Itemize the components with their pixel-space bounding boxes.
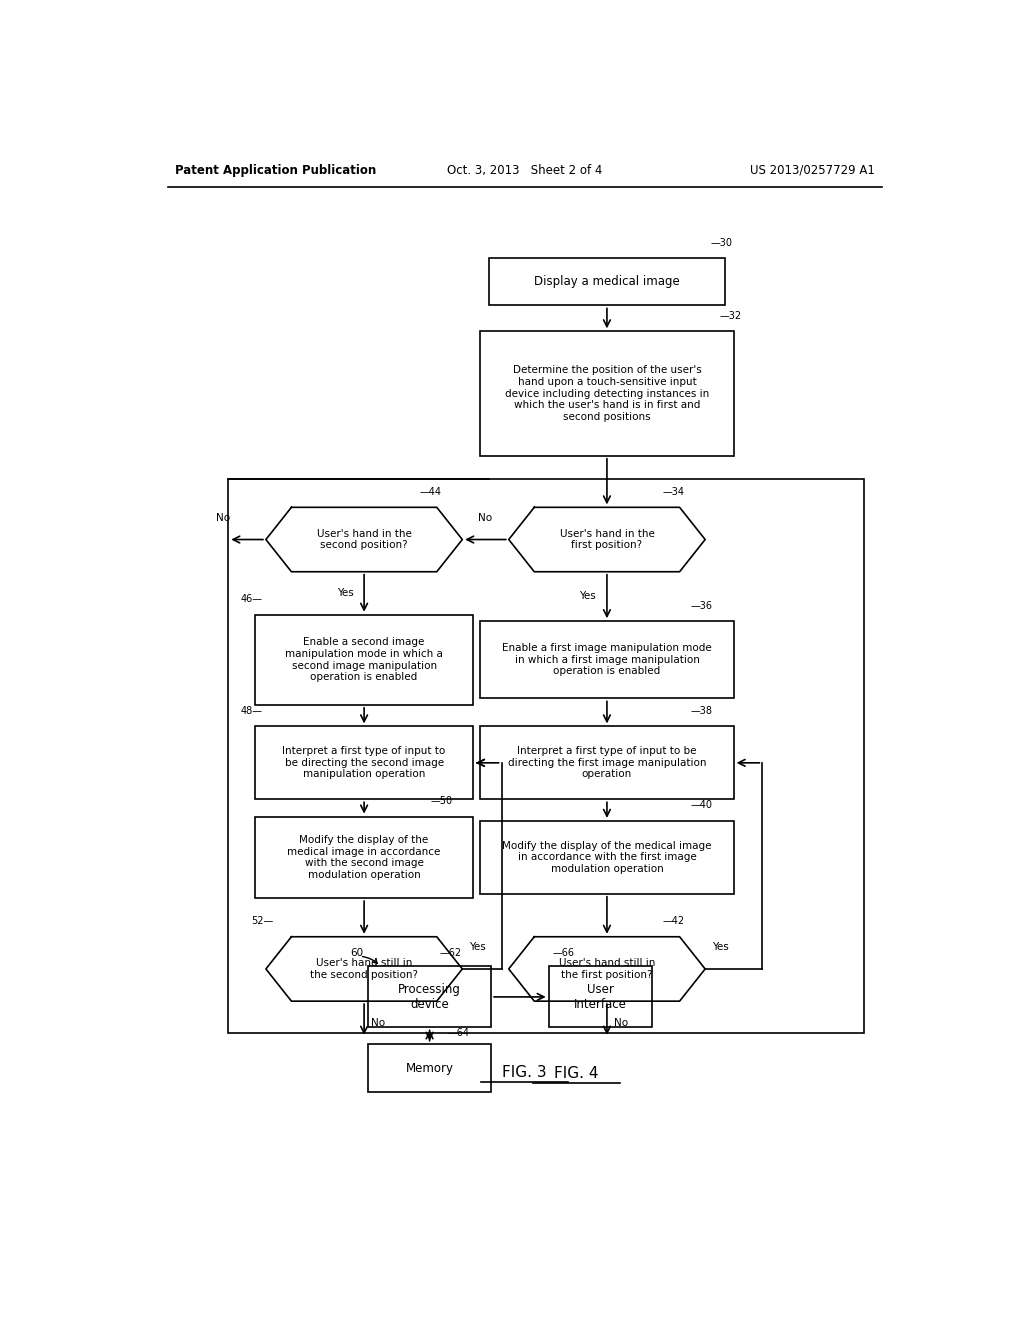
Bar xyxy=(489,259,725,305)
Text: —36: —36 xyxy=(691,601,713,611)
Text: User
Interface: User Interface xyxy=(573,983,627,1011)
Text: 46—: 46— xyxy=(241,594,262,605)
Text: —32: —32 xyxy=(720,310,741,321)
Text: FIG. 3: FIG. 3 xyxy=(503,1064,547,1080)
Bar xyxy=(255,817,473,898)
Text: —50: —50 xyxy=(430,796,453,807)
Bar xyxy=(368,966,492,1027)
Text: Display a medical image: Display a medical image xyxy=(535,276,680,288)
Text: Modify the display of the medical image
in accordance with the first image
modul: Modify the display of the medical image … xyxy=(502,841,712,874)
Text: Processing
device: Processing device xyxy=(398,983,461,1011)
Text: Yes: Yes xyxy=(337,589,353,598)
Text: —42: —42 xyxy=(663,916,684,927)
Text: Yes: Yes xyxy=(469,942,486,953)
Text: No: No xyxy=(478,513,493,523)
Text: Yes: Yes xyxy=(713,942,729,953)
Polygon shape xyxy=(509,937,706,1001)
Bar xyxy=(255,726,473,800)
Bar xyxy=(255,615,473,705)
Text: Enable a first image manipulation mode
in which a first image manipulation
opera: Enable a first image manipulation mode i… xyxy=(502,643,712,676)
Bar xyxy=(480,726,734,800)
Text: No: No xyxy=(216,513,230,523)
Polygon shape xyxy=(266,937,462,1001)
Text: Oct. 3, 2013   Sheet 2 of 4: Oct. 3, 2013 Sheet 2 of 4 xyxy=(447,164,602,177)
Text: —62: —62 xyxy=(439,948,462,958)
Text: —40: —40 xyxy=(691,800,713,810)
Text: Modify the display of the
medical image in accordance
with the second image
modu: Modify the display of the medical image … xyxy=(288,836,440,879)
Text: No: No xyxy=(372,1018,385,1028)
Text: User's hand still in
the second position?: User's hand still in the second position… xyxy=(310,958,418,979)
Text: —38: —38 xyxy=(691,706,713,715)
Bar xyxy=(480,331,734,455)
Text: 48—: 48— xyxy=(241,706,262,715)
Bar xyxy=(228,479,864,1034)
Text: —30: —30 xyxy=(711,238,732,248)
Text: 52—: 52— xyxy=(251,916,273,927)
Bar xyxy=(480,622,734,698)
Text: User's hand in the
second position?: User's hand in the second position? xyxy=(316,529,412,550)
Text: Determine the position of the user's
hand upon a touch-sensitive input
device in: Determine the position of the user's han… xyxy=(505,366,709,421)
Bar xyxy=(549,966,652,1027)
Text: —64: —64 xyxy=(447,1027,469,1038)
Text: FIG. 4: FIG. 4 xyxy=(554,1065,599,1081)
Text: User's hand in the
first position?: User's hand in the first position? xyxy=(559,529,654,550)
Text: —34: —34 xyxy=(663,487,684,496)
Text: Yes: Yes xyxy=(580,591,596,602)
Text: Interpret a first type of input to
be directing the second image
manipulation op: Interpret a first type of input to be di… xyxy=(283,746,445,779)
Bar xyxy=(480,821,734,894)
Text: 60: 60 xyxy=(350,948,364,958)
Text: Patent Application Publication: Patent Application Publication xyxy=(175,164,376,177)
Text: No: No xyxy=(614,1018,628,1028)
Text: Interpret a first type of input to be
directing the first image manipulation
ope: Interpret a first type of input to be di… xyxy=(508,746,707,779)
Text: User's hand still in
the first position?: User's hand still in the first position? xyxy=(559,958,655,979)
Text: —44: —44 xyxy=(420,487,441,496)
Text: —66: —66 xyxy=(553,948,574,958)
Text: US 2013/0257729 A1: US 2013/0257729 A1 xyxy=(750,164,874,177)
Bar xyxy=(368,1044,492,1093)
Polygon shape xyxy=(509,507,706,572)
Polygon shape xyxy=(266,507,462,572)
Text: Enable a second image
manipulation mode in which a
second image manipulation
ope: Enable a second image manipulation mode … xyxy=(285,638,443,682)
Text: Memory: Memory xyxy=(406,1061,454,1074)
